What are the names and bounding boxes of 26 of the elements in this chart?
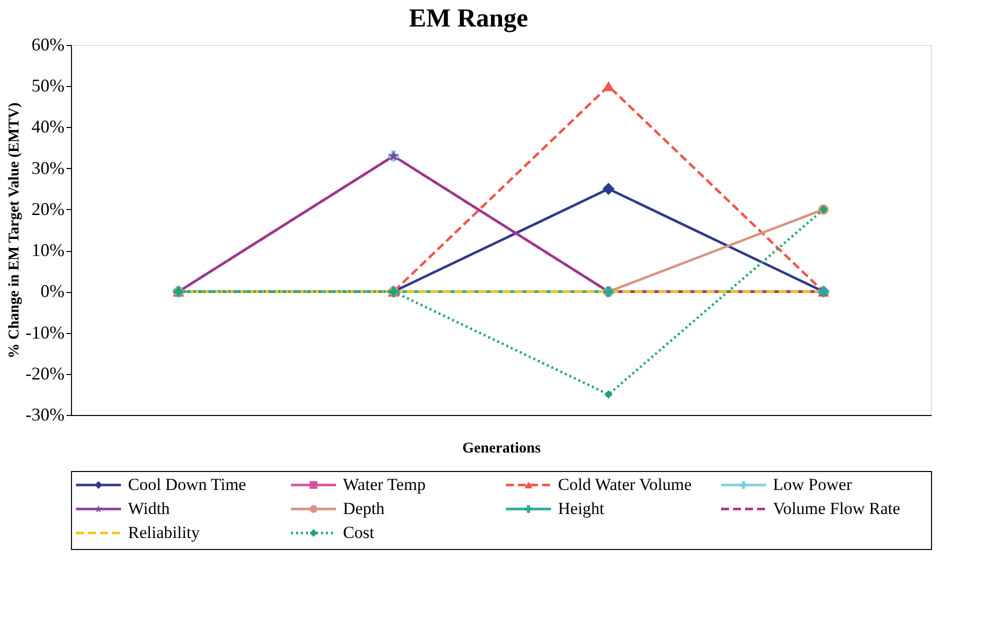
y-tick-label: 0% (40, 281, 64, 302)
y-axis-title: % Change in EM Target Value (EMTV) (6, 102, 23, 358)
y-tick-label: 40% (32, 116, 64, 137)
legend-label: Water Temp (343, 475, 426, 494)
y-tick-label: -30% (26, 404, 64, 424)
point (604, 390, 613, 399)
x-axis-title: Generations (462, 440, 541, 456)
legend-label: Width (128, 499, 170, 518)
point (602, 81, 614, 92)
legend-label: Depth (343, 499, 386, 518)
legend-label: Volume Flow Rate (773, 499, 900, 518)
y-tick-label: 60% (32, 34, 64, 54)
y-tick-label: 30% (32, 158, 64, 178)
legend-label: Low Power (773, 475, 852, 494)
y-tick-label: 50% (32, 76, 64, 96)
y-tick-label: -20% (26, 363, 64, 384)
chart-title: EM Range (408, 4, 528, 32)
legend-label: Cost (343, 523, 374, 542)
legend-label: Reliability (128, 523, 200, 542)
legend-label: Cold Water Volume (558, 475, 692, 494)
point (602, 182, 615, 196)
y-tick-label: 10% (32, 240, 64, 260)
legend-label: Height (558, 499, 605, 518)
legend-label: Cool Down Time (128, 475, 246, 494)
y-tick-label: 20% (32, 198, 64, 219)
y-tick-label: -10% (26, 322, 64, 342)
